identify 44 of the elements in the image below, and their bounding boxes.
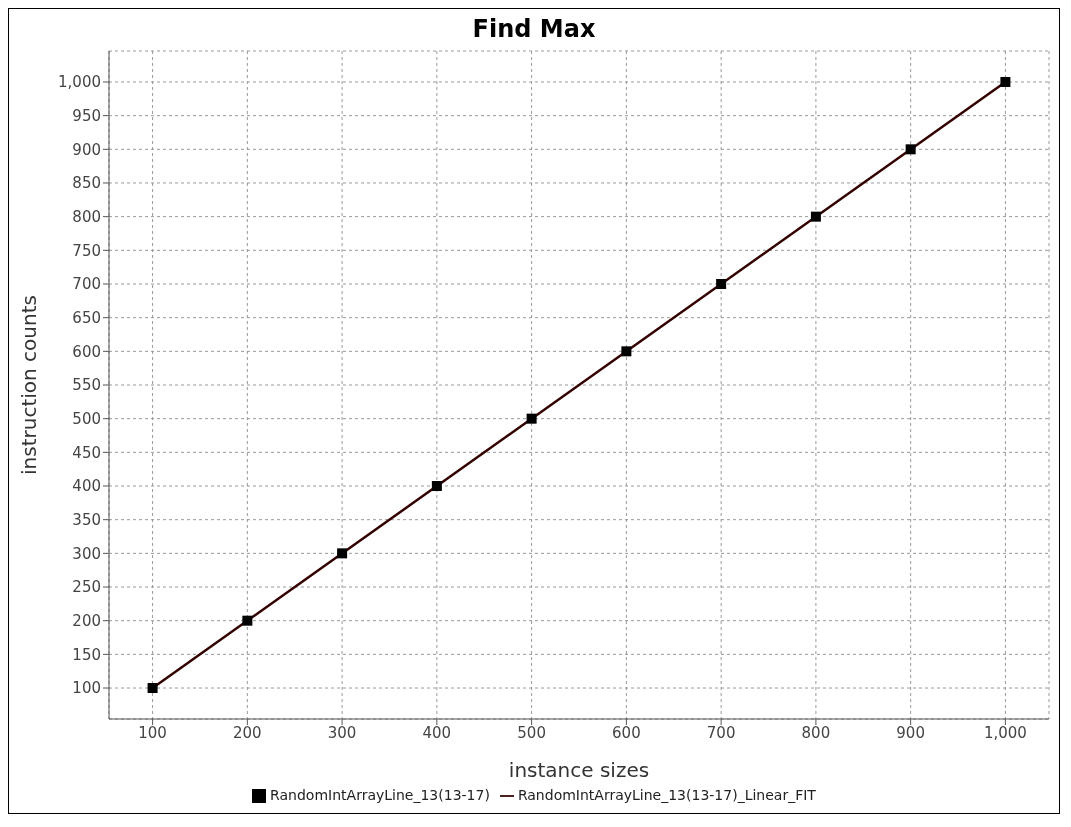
- x-tick-label: 700: [706, 723, 736, 742]
- y-tick-label: 1,000: [58, 73, 101, 92]
- legend-label: RandomIntArrayLine_13(13-17): [270, 787, 490, 803]
- y-tick-label: 400: [72, 477, 101, 496]
- y-tick-label: 450: [72, 443, 101, 462]
- point: [337, 548, 348, 559]
- point: [431, 481, 442, 492]
- point: [905, 144, 916, 155]
- y-tick-label: 500: [72, 409, 101, 428]
- point: [621, 346, 632, 357]
- x-tick-label: 900: [896, 723, 925, 742]
- point: [716, 278, 727, 289]
- y-tick-label: 100: [72, 679, 101, 698]
- y-tick-label: 250: [72, 578, 101, 597]
- y-tick-label: 600: [72, 342, 101, 361]
- x-tick-label: 1,000: [983, 723, 1027, 742]
- legend-label: RandomIntArrayLine_13(13-17)_Linear_FIT: [517, 787, 816, 803]
- y-tick-label: 900: [72, 140, 101, 159]
- y-tick-label: 550: [72, 376, 101, 395]
- x-tick-label: 300: [327, 723, 357, 742]
- y-tick-label: 300: [72, 544, 101, 563]
- y-tick-label: 850: [72, 174, 101, 193]
- x-tick-label: 100: [138, 723, 167, 742]
- y-tick-label: 350: [72, 511, 101, 529]
- y-tick-label: 700: [72, 275, 101, 294]
- y-tick-label: 800: [72, 207, 101, 226]
- point: [147, 683, 158, 694]
- x-tick-label: 800: [801, 723, 831, 742]
- point: [526, 413, 537, 424]
- x-axis-title: instance sizes: [508, 758, 650, 782]
- point: [1000, 76, 1011, 87]
- y-tick-label: 650: [72, 308, 101, 327]
- point: [242, 615, 253, 626]
- y-tick-label: 950: [72, 106, 101, 125]
- point: [810, 211, 821, 222]
- x-tick-label: 600: [612, 723, 641, 742]
- y-tick-label: 200: [72, 612, 101, 631]
- x-tick-label: 200: [233, 723, 262, 742]
- y-tick-label: 750: [72, 241, 101, 260]
- x-tick-label: 500: [517, 723, 546, 742]
- chart-title: Find Max: [471, 14, 597, 43]
- y-tick-label: 150: [72, 645, 101, 664]
- x-tick-label: 400: [422, 723, 452, 742]
- y-axis-title: instruction counts: [17, 295, 42, 475]
